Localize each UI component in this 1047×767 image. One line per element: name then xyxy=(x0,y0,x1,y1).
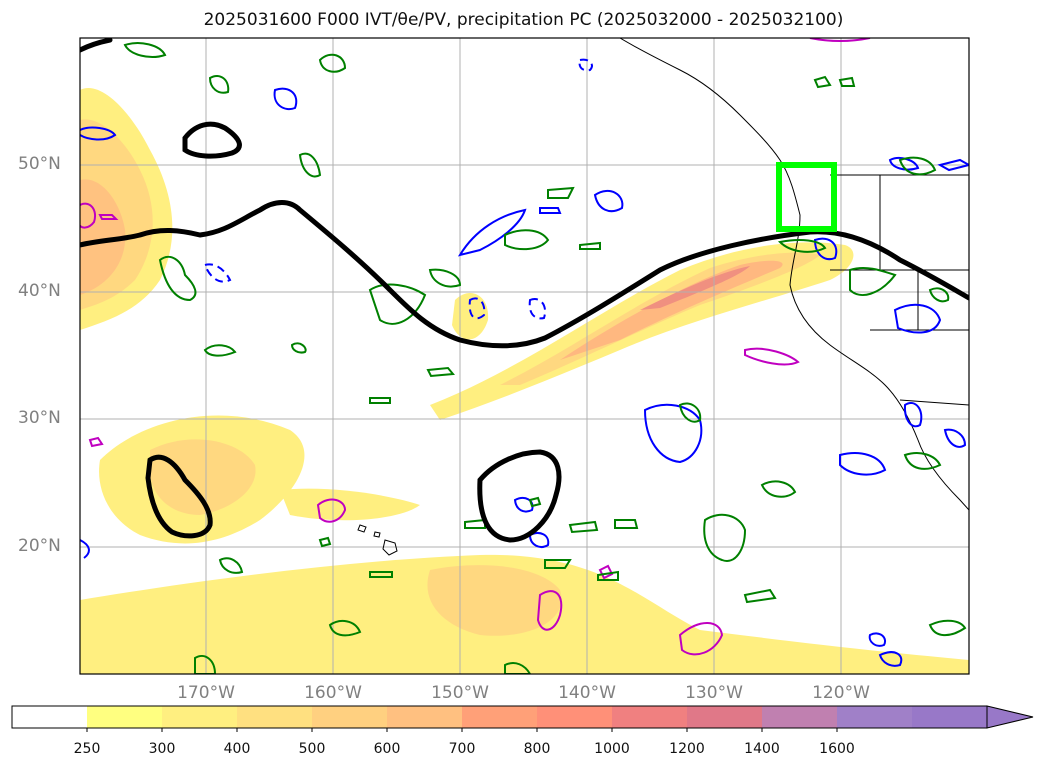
colorbar-outline xyxy=(11,705,988,729)
colorbar-tick-label: 600 xyxy=(373,741,401,757)
colorbar-tick-label: 700 xyxy=(448,741,476,757)
highlight-region-box xyxy=(776,162,837,232)
lat-label-40: 40°N xyxy=(18,281,61,301)
lat-label-20: 20°N xyxy=(18,536,61,556)
colorbar-tick-label: 250 xyxy=(73,741,101,757)
colorbar-tick-label: 500 xyxy=(298,741,326,757)
colorbar-tick-label: 800 xyxy=(523,741,551,757)
ivt-subtropical xyxy=(80,415,969,674)
lon-label-170w: 170°W xyxy=(177,683,235,703)
colorbar-segment xyxy=(612,706,688,728)
colorbar-segment xyxy=(462,706,538,728)
colorbar-segment xyxy=(162,706,238,728)
colorbar-extend-arrow xyxy=(986,705,1034,729)
colorbar-tick-label: 1600 xyxy=(819,741,855,757)
colorbar-segment xyxy=(537,706,613,728)
lon-label-140w: 140°W xyxy=(558,683,616,703)
lat-label-30: 30°N xyxy=(18,408,61,428)
hawaii-islands xyxy=(357,524,398,556)
pv-contours xyxy=(80,58,969,667)
colorbar-segment xyxy=(87,706,163,728)
ivt-atmospheric-river xyxy=(430,242,854,420)
lat-label-50: 50°N xyxy=(18,154,61,174)
colorbar-segment xyxy=(387,706,463,728)
colorbar xyxy=(11,705,1034,732)
colorbar-segment xyxy=(837,706,913,728)
lon-label-160w: 160°W xyxy=(304,683,362,703)
colorbar-segment xyxy=(762,706,838,728)
colorbar-segment xyxy=(237,706,313,728)
colorbar-segment xyxy=(312,706,388,728)
chart-title: 2025031600 F000 IVT/θe/PV, precipitation… xyxy=(203,10,844,30)
precip-contours xyxy=(123,42,967,674)
colorbar-segment xyxy=(912,706,988,728)
magenta-contours xyxy=(80,38,871,656)
colorbar-tick-label: 1400 xyxy=(744,741,780,757)
ivt-band-west xyxy=(80,88,173,330)
colorbar-segment xyxy=(687,706,763,728)
colorbar-tick-label: 1000 xyxy=(594,741,630,757)
lon-label-120w: 120°W xyxy=(812,683,870,703)
colorbar-tick-label: 1200 xyxy=(669,741,705,757)
colorbar-segment xyxy=(12,706,88,728)
map-panel xyxy=(79,37,970,675)
lon-label-130w: 130°W xyxy=(685,683,743,703)
lon-label-150w: 150°W xyxy=(431,683,489,703)
colorbar-tick-label: 300 xyxy=(148,741,176,757)
colorbar-tick-label: 400 xyxy=(223,741,251,757)
